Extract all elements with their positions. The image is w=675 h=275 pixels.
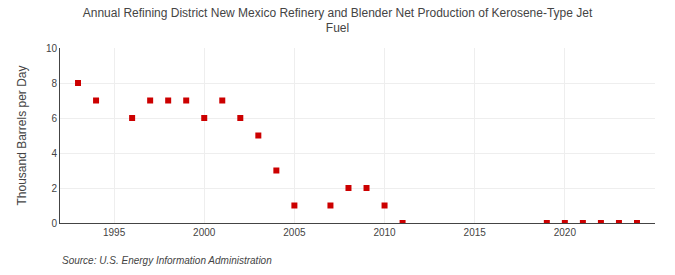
- svg-text:0: 0: [51, 218, 57, 229]
- svg-text:Annual Refining District New M: Annual Refining District New Mexico Refi…: [83, 6, 593, 36]
- svg-text:Source: U.S. Energy Informatio: Source: U.S. Energy Information Administ…: [62, 255, 272, 266]
- svg-text:4: 4: [51, 148, 57, 159]
- svg-text:2005: 2005: [283, 227, 306, 238]
- svg-text:6: 6: [51, 113, 57, 124]
- svg-text:1995: 1995: [103, 227, 126, 238]
- svg-text:2000: 2000: [193, 227, 216, 238]
- svg-text:2020: 2020: [554, 227, 577, 238]
- svg-text:8: 8: [51, 78, 57, 89]
- svg-text:Thousand Barrels per Day: Thousand Barrels per Day: [15, 65, 29, 205]
- svg-text:2: 2: [51, 183, 57, 194]
- svg-text:2010: 2010: [373, 227, 396, 238]
- svg-text:10: 10: [46, 43, 58, 54]
- svg-text:2015: 2015: [464, 227, 487, 238]
